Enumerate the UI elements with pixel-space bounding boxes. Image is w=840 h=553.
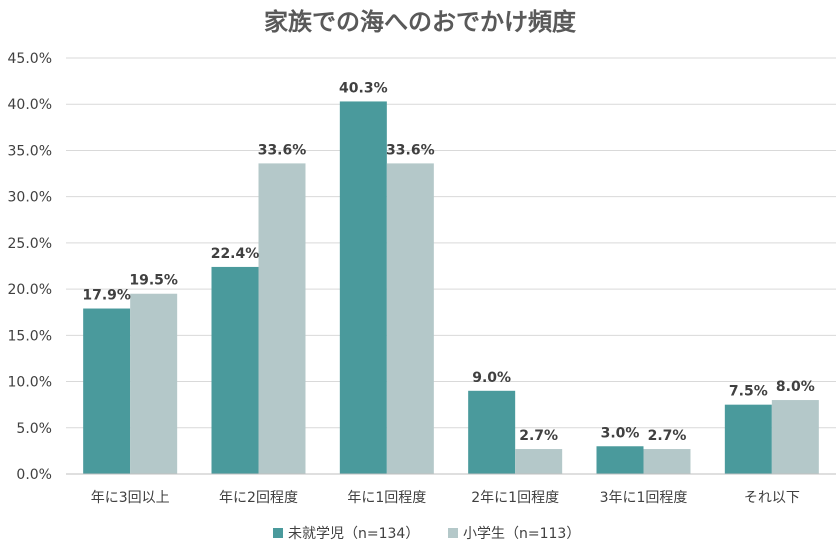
y-axis-ticks: 0.0% 5.0% 10.0% 15.0% 20.0% 25.0% 30.0% 35.0% 40… bbox=[8, 51, 52, 483]
gridlines bbox=[66, 57, 836, 429]
bar bbox=[771, 400, 819, 474]
x-tick-label: それ以下 bbox=[744, 490, 800, 506]
x-tick-label: 3年に1回程度 bbox=[600, 490, 688, 506]
y-tick-label: 30.0% bbox=[8, 190, 52, 206]
bar bbox=[515, 449, 563, 474]
y-tick-label: 5.0% bbox=[16, 421, 52, 437]
data-label: 17.9% bbox=[82, 288, 131, 304]
y-tick-label: 15.0% bbox=[8, 328, 52, 344]
x-tick-label: 年に1回程度 bbox=[347, 490, 426, 506]
data-label: 19.5% bbox=[129, 273, 178, 289]
bar bbox=[724, 404, 772, 474]
bar bbox=[339, 101, 387, 475]
y-tick-label: 40.0% bbox=[8, 97, 52, 113]
data-label: 8.0% bbox=[776, 379, 815, 395]
y-tick-label: 35.0% bbox=[8, 143, 52, 159]
data-labels: 17.9%19.5% 22.4% 33.6% 40.3% 33.6% 9.0% 2.7% 3.… bbox=[82, 80, 814, 444]
x-axis-ticks: 年に3回以上 年に2回程度 年に1回程度 2年に1回程度 3年に1回程度 それ以下 bbox=[91, 490, 800, 506]
data-label: 2.7% bbox=[519, 428, 558, 444]
y-tick-label: 25.0% bbox=[8, 236, 52, 252]
x-tick-label: 年に3回以上 bbox=[91, 490, 170, 506]
data-label: 9.0% bbox=[472, 370, 511, 386]
y-tick-label: 0.0% bbox=[16, 467, 52, 483]
data-label: 2.7% bbox=[648, 428, 687, 444]
data-label: 40.3% bbox=[339, 80, 388, 96]
x-tick-label: 年に2回程度 bbox=[219, 490, 298, 506]
bars bbox=[83, 101, 819, 475]
bar bbox=[643, 449, 691, 474]
bar bbox=[130, 293, 178, 474]
data-label: 7.5% bbox=[729, 384, 768, 400]
y-tick-label: 20.0% bbox=[8, 282, 52, 298]
bar bbox=[386, 163, 434, 475]
chart-title: 家族での海へのおでかけ頻度 bbox=[264, 8, 577, 36]
bar bbox=[258, 163, 306, 475]
y-tick-label: 10.0% bbox=[8, 375, 52, 391]
data-label: 33.6% bbox=[386, 142, 435, 158]
bar bbox=[596, 446, 644, 474]
legend: 未就学児（n=134） 小学生（n=113） bbox=[273, 526, 580, 542]
legend-label: 小学生（n=113） bbox=[463, 526, 580, 542]
bar bbox=[468, 390, 516, 474]
data-label: 3.0% bbox=[601, 425, 640, 441]
data-label: 33.6% bbox=[258, 142, 307, 158]
y-tick-label: 45.0% bbox=[8, 51, 52, 67]
bar bbox=[211, 266, 259, 474]
legend-swatch bbox=[448, 528, 458, 538]
legend-swatch bbox=[273, 528, 283, 538]
data-label: 22.4% bbox=[211, 246, 260, 262]
legend-label: 未就学児（n=134） bbox=[288, 526, 419, 542]
x-tick-label: 2年に1回程度 bbox=[471, 490, 559, 506]
bar bbox=[83, 308, 131, 474]
